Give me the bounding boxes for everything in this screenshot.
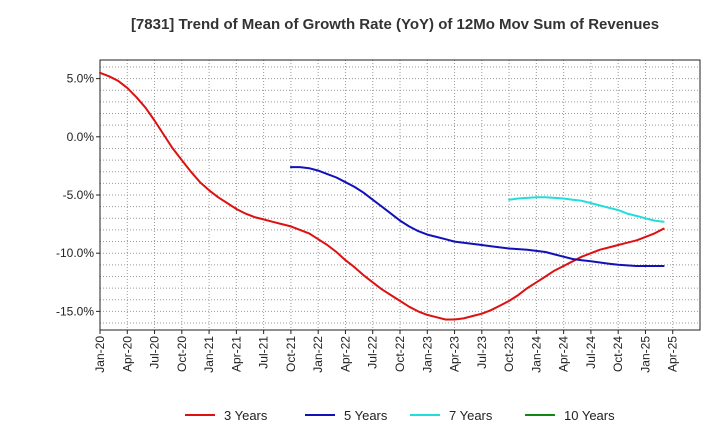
x-tick-label: Apr-22: [338, 336, 352, 372]
chart-title: [7831] Trend of Mean of Growth Rate (YoY…: [131, 16, 659, 33]
x-tick-label: Apr-25: [666, 336, 680, 372]
legend-label: 5 Years: [344, 408, 388, 423]
x-tick-label: Oct-24: [611, 336, 625, 372]
legend-label: 7 Years: [449, 408, 493, 423]
y-tick-label: -5.0%: [63, 188, 95, 202]
x-axis: Jan-20 Apr-20 Jul-20 Oct-20 Jan-21 Apr-21 Jul-…: [93, 330, 680, 373]
x-tick-label: Jan-23: [420, 336, 434, 373]
x-tick-label: Jul-21: [257, 336, 271, 369]
x-tick-label: Apr-24: [557, 336, 571, 372]
x-tick-label: Jan-20: [93, 336, 107, 373]
series-line-3-years: [99, 71, 665, 321]
y-tick-label: 5.0%: [67, 72, 95, 86]
legend-label: 10 Years: [564, 408, 615, 423]
x-tick-label: Oct-21: [284, 336, 298, 372]
x-tick-label: Jan-25: [638, 336, 652, 373]
x-tick-label: Oct-23: [502, 336, 516, 372]
x-tick-label: Jul-22: [366, 336, 380, 369]
x-tick-label: Apr-23: [448, 336, 462, 372]
series-line-7-years: [508, 196, 665, 223]
x-tick-label: Jan-21: [202, 336, 216, 373]
series-line-5-years: [289, 166, 665, 267]
y-tick-label: 0.0%: [67, 130, 95, 144]
x-tick-label: Apr-20: [120, 336, 134, 372]
x-tick-label: Apr-21: [229, 336, 243, 372]
x-tick-label: Jan-24: [529, 336, 543, 373]
x-tick-label: Jul-23: [475, 336, 489, 369]
x-tick-label: Oct-22: [393, 336, 407, 372]
grid-lines: [99, 60, 701, 330]
x-tick-label: Oct-20: [175, 336, 189, 372]
y-tick-label: -10.0%: [56, 246, 94, 260]
y-tick-label: -15.0%: [56, 304, 94, 318]
y-axis: 5.0% 0.0% -5.0% -10.0% -15.0%: [56, 72, 100, 318]
legend: 3 Years 5 Years 7 Years 10 Years: [185, 408, 615, 423]
series-lines: [99, 71, 665, 321]
x-tick-label: Jul-20: [148, 336, 162, 369]
legend-label: 3 Years: [224, 408, 268, 423]
x-tick-label: Jul-24: [584, 336, 598, 369]
x-tick-label: Jan-22: [311, 336, 325, 373]
